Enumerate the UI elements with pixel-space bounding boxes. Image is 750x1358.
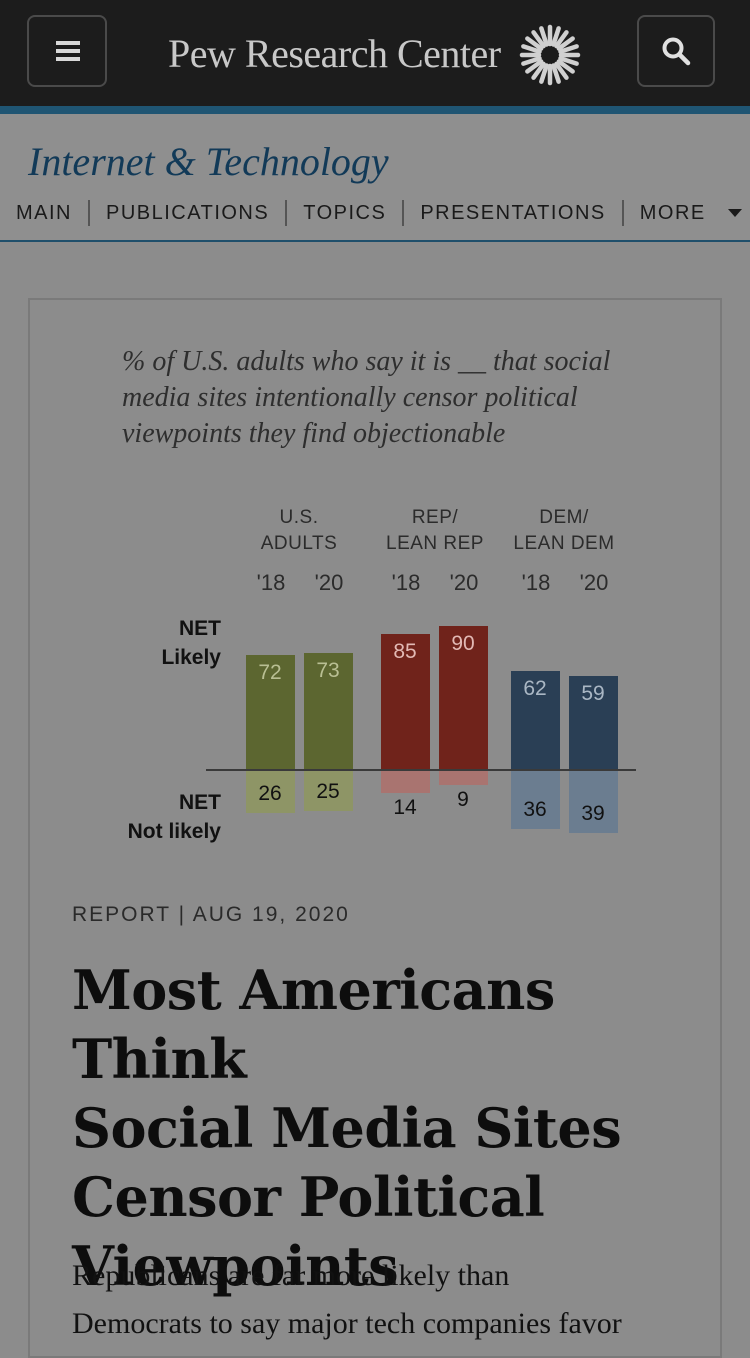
nav-item-more[interactable]: MORE — [640, 202, 742, 225]
data-label-likely: 59 — [581, 681, 605, 705]
year-tick-label: '20 — [579, 570, 609, 595]
year-tick-label: '20 — [449, 570, 479, 595]
logo-ray — [525, 36, 544, 51]
group-label: DEM/ LEAN DEM — [513, 507, 615, 554]
year-tick-label: '18 — [521, 570, 551, 595]
data-label-not-likely: 14 — [393, 796, 417, 820]
summary-line: Democrats to say major tech companies fa… — [72, 1307, 622, 1340]
headline-line: Viewpoints — [72, 1234, 399, 1298]
year-tick-label: '18 — [256, 570, 286, 595]
chevron-down-icon — [727, 209, 742, 218]
group-label: REP/ LEAN REP — [386, 507, 484, 554]
nav-item-presentations[interactable]: PRESENTATIONS — [420, 201, 606, 224]
data-label-not-likely: 9 — [457, 788, 469, 812]
nav-divider — [621, 200, 624, 226]
nav-item-main[interactable]: MAIN — [16, 201, 72, 224]
logo-ray — [558, 56, 579, 66]
top-bar: Pew Research Center — [0, 0, 750, 106]
year-tick-label: '20 — [314, 570, 344, 595]
data-label-not-likely: 25 — [316, 780, 340, 803]
logo-ray — [551, 63, 561, 84]
logo-ray — [558, 44, 579, 54]
bar-not-likely — [381, 771, 430, 794]
logo-ray — [531, 61, 546, 80]
nav-divider — [88, 200, 90, 226]
brand-name[interactable]: Pew Research Center — [168, 31, 501, 76]
series-label-net-likely: NET Likely — [161, 617, 221, 669]
logo-ray — [551, 26, 561, 47]
article-headline[interactable]: Most Americans Think Social Media Sites … — [72, 956, 692, 1301]
summary-line: Republicans are far more likely than — [72, 1259, 510, 1292]
headline-line: Social Media Sites — [72, 1096, 622, 1160]
data-label-likely: 62 — [523, 676, 547, 700]
bar-likely — [246, 654, 295, 770]
bar-likely — [569, 675, 618, 770]
section-title[interactable]: Internet & Technology — [28, 139, 389, 184]
headline-line: Censor Political — [72, 1165, 545, 1229]
data-label-not-likely: 39 — [581, 802, 605, 826]
data-label-likely: 72 — [258, 660, 282, 684]
search-icon — [662, 37, 691, 66]
bar-not-likely — [304, 771, 353, 811]
nav-more-label: MORE — [639, 201, 706, 224]
header-accent-stripe — [0, 106, 750, 114]
year-tick-label: '18 — [391, 570, 421, 595]
article-meta: REPORT | AUG 19, 2020 — [72, 903, 350, 926]
logo-ray — [521, 56, 542, 66]
nav-item-topics[interactable]: TOPICS — [303, 201, 387, 224]
series-label-net-not-likely: NET Not likely — [127, 791, 221, 843]
data-label-likely: 90 — [451, 632, 475, 655]
data-label-likely: 73 — [316, 659, 340, 683]
data-label-not-likely: 36 — [523, 797, 547, 821]
nav-item-publications[interactable]: PUBLICATIONS — [106, 201, 270, 224]
bar-not-likely — [511, 771, 560, 829]
section-header: Internet & Technology MAIN PUBLICATIONS … — [0, 114, 750, 242]
sunburst-logo-icon[interactable] — [518, 23, 582, 87]
logo-ray — [531, 30, 546, 49]
logo-ray — [556, 59, 575, 74]
logo-ray — [525, 59, 544, 74]
bar-likely — [439, 626, 488, 770]
chart-baseline — [206, 769, 636, 771]
article-summary: Republicans are far more likely than Dem… — [72, 1252, 672, 1348]
logo-ray — [554, 61, 569, 80]
bar-likely — [511, 670, 560, 770]
headline-line: Most Americans Think — [72, 958, 555, 1091]
section-nav: MAIN PUBLICATIONS TOPICS PRESENTATIONS M… — [16, 198, 742, 228]
logo-ray — [539, 63, 549, 84]
nav-divider — [285, 200, 288, 226]
bar-likely — [304, 653, 353, 770]
logo-ray — [554, 30, 569, 49]
search-button[interactable] — [637, 15, 715, 87]
bar-not-likely — [569, 771, 618, 834]
logo-ray — [521, 44, 542, 54]
bar-not-likely — [246, 771, 295, 813]
data-label-not-likely: 26 — [258, 781, 282, 805]
group-label: U.S. ADULTS — [260, 507, 338, 554]
bar-likely — [381, 634, 430, 770]
chart-title: % of U.S. adults who say it is __ that s… — [122, 346, 611, 449]
menu-button[interactable] — [27, 15, 107, 87]
logo-ray — [556, 36, 575, 51]
nav-divider — [402, 200, 405, 226]
data-label-likely: 85 — [393, 640, 417, 663]
logo-ray — [539, 26, 549, 47]
bar-not-likely — [439, 771, 488, 786]
